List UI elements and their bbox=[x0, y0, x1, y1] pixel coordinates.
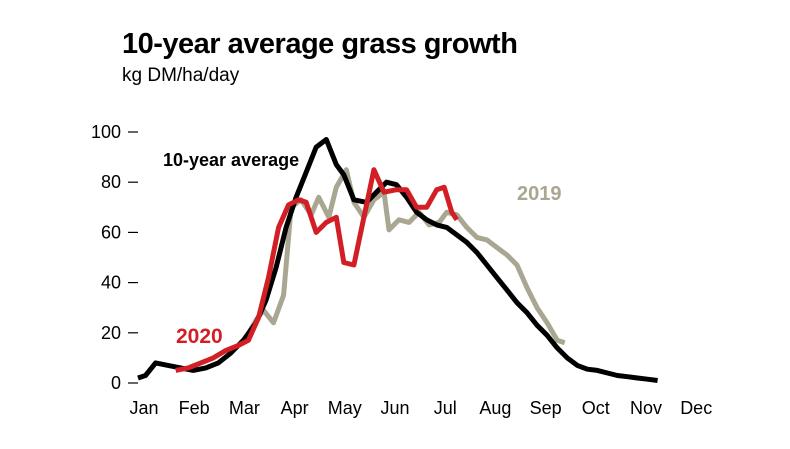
x-tick-label: May bbox=[328, 398, 362, 418]
series-label-10-year-average: 10-year average bbox=[163, 150, 299, 170]
x-tick-label: Oct bbox=[582, 398, 610, 418]
x-tick-label: Aug bbox=[479, 398, 511, 418]
y-tick-label: 80 bbox=[101, 172, 121, 192]
y-tick-label: 100 bbox=[91, 122, 121, 142]
y-tick-label: 0 bbox=[111, 373, 121, 393]
x-tick-label: Apr bbox=[281, 398, 309, 418]
y-tick-label: 40 bbox=[101, 273, 121, 293]
x-tick-label: Sep bbox=[530, 398, 562, 418]
series-layer bbox=[137, 137, 658, 383]
x-tick-label: Nov bbox=[630, 398, 662, 418]
series-label-2020: 2020 bbox=[176, 325, 223, 348]
y-tick-label: 20 bbox=[101, 323, 121, 343]
x-tick-label: Mar bbox=[229, 398, 260, 418]
chart-subtitle: kg DM/ha/day bbox=[122, 65, 240, 86]
x-tick-label: Feb bbox=[179, 398, 210, 418]
series-label-2019: 2019 bbox=[517, 183, 562, 205]
chart-title: 10-year average grass growth bbox=[122, 28, 518, 60]
y-tick-label: 60 bbox=[101, 222, 121, 242]
x-tick-label: Jan bbox=[129, 398, 158, 418]
x-tick-label: Jun bbox=[380, 398, 409, 418]
x-tick-label: Jul bbox=[434, 398, 457, 418]
axis-layer: 0 20 40 60 80 100 Jan Feb Mar Apr May Jun Jul Aug Sep O… bbox=[91, 122, 712, 418]
x-tick-label: Dec bbox=[680, 398, 712, 418]
series-line-2020 bbox=[175, 167, 459, 373]
